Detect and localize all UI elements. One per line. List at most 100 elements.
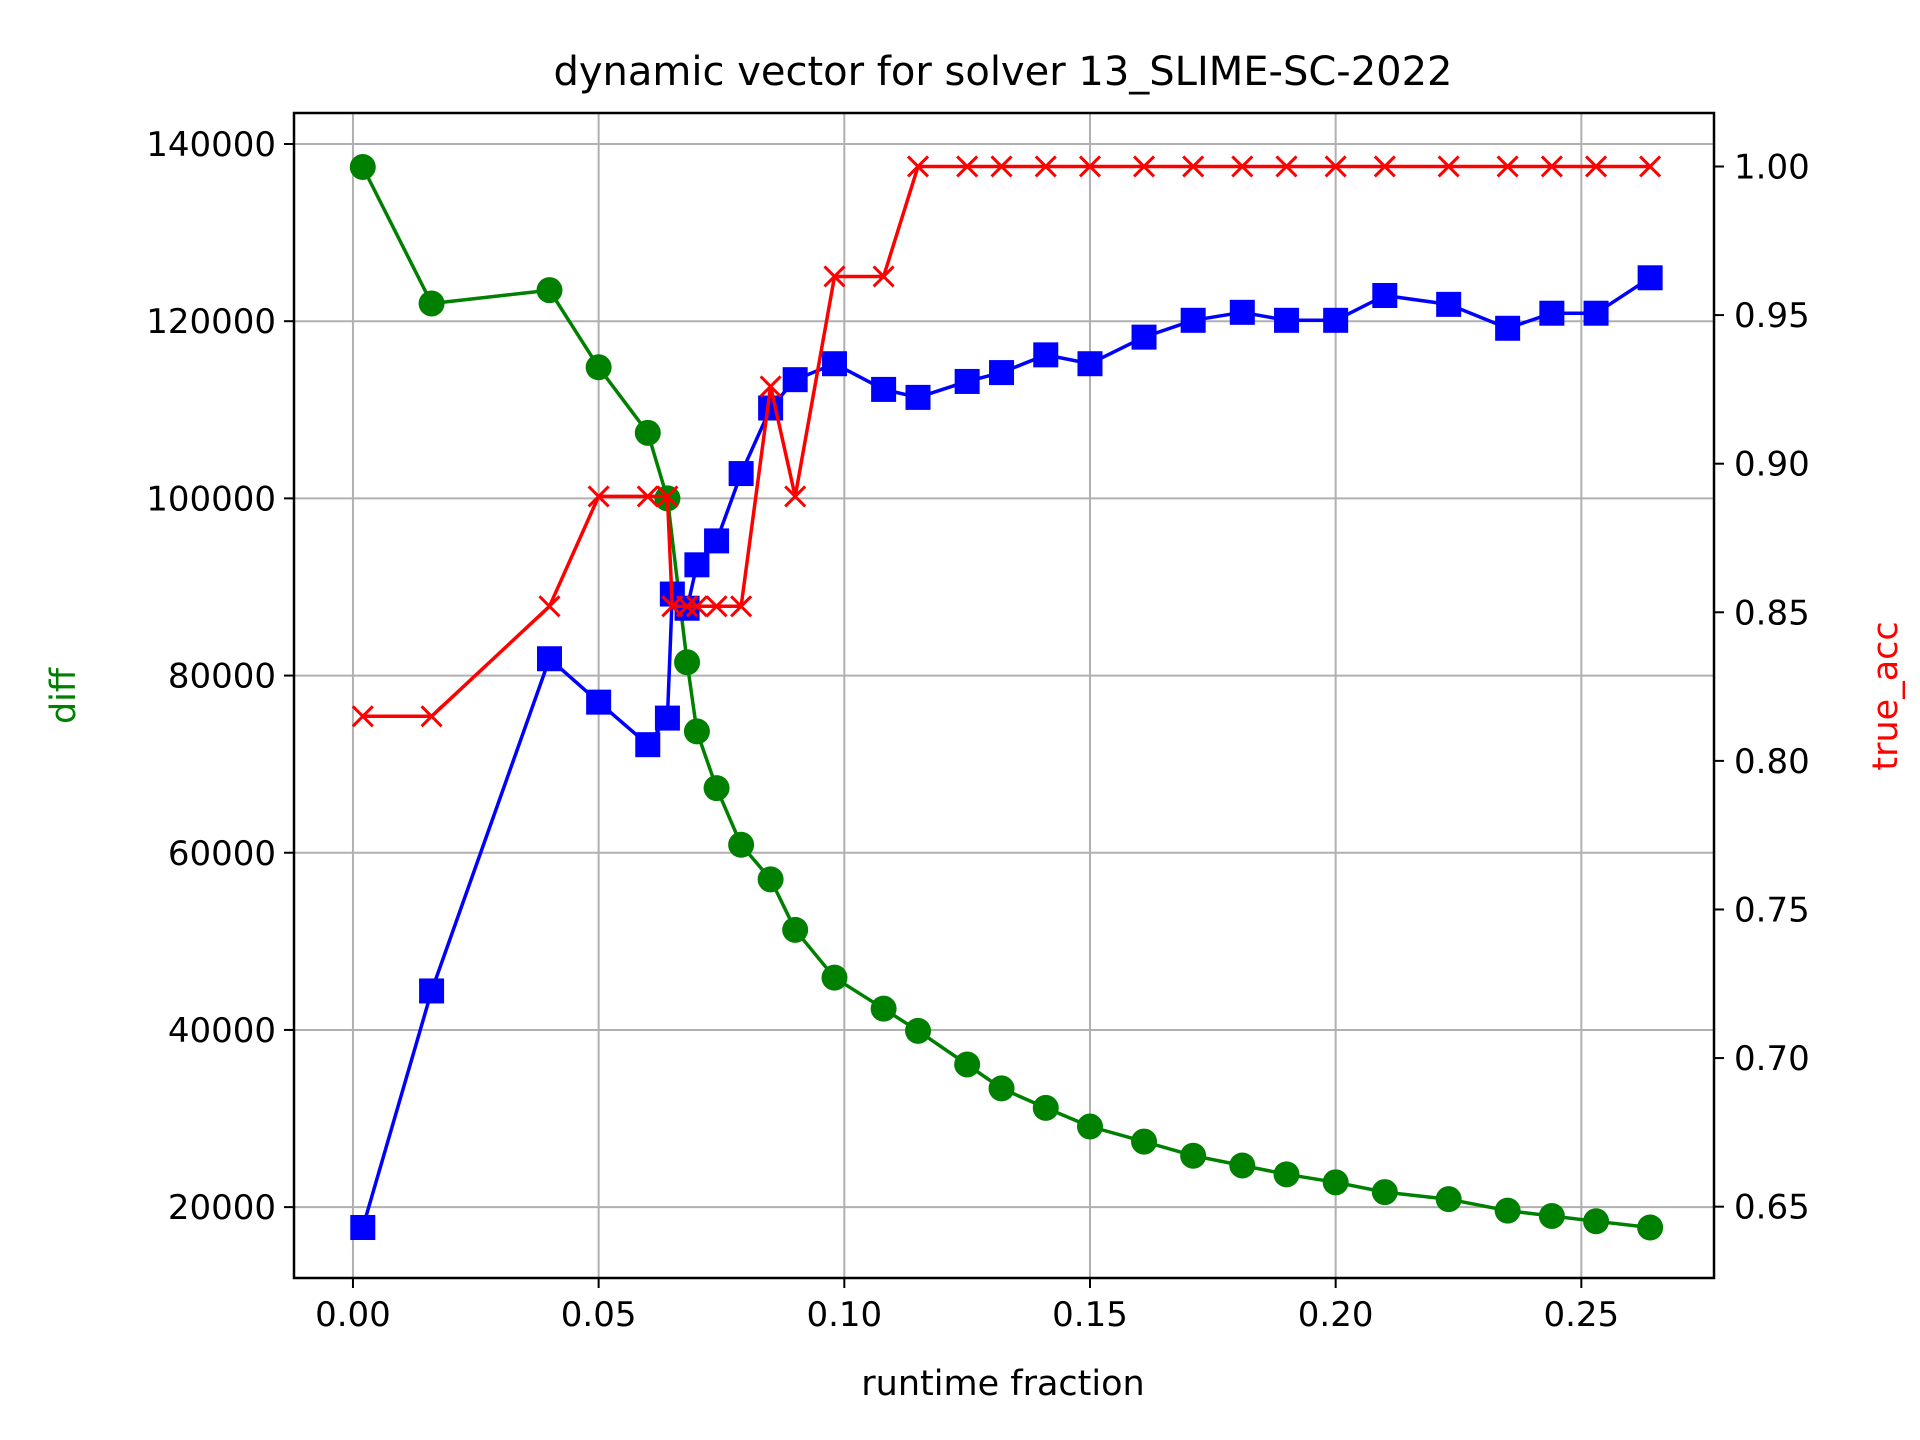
data-point: [349, 154, 376, 181]
data-point: [1539, 300, 1565, 326]
data-point: [585, 354, 612, 381]
data-point: [1231, 155, 1254, 178]
data-point: [538, 595, 561, 618]
data-point: [784, 485, 807, 508]
data-point: [1435, 1186, 1462, 1213]
data-point: [782, 367, 808, 393]
data-point: [683, 718, 710, 745]
data-point: [1180, 307, 1206, 333]
data-point: [905, 1017, 932, 1044]
data-point: [872, 265, 895, 288]
data-point: [420, 705, 443, 728]
data-point: [1131, 324, 1157, 350]
data-point: [1495, 315, 1521, 341]
data-point: [350, 1215, 376, 1241]
data-point: [536, 277, 563, 304]
data-point: [1033, 342, 1059, 368]
left-tick-label: 80000: [168, 657, 276, 697]
data-point: [954, 368, 980, 394]
data-point: [823, 265, 846, 288]
data-point: [1182, 155, 1205, 178]
x-tick-label: 0.15: [1052, 1295, 1128, 1335]
data-point: [1639, 155, 1662, 178]
data-point: [990, 155, 1013, 178]
data-point: [635, 732, 661, 758]
data-point: [906, 155, 930, 178]
right-tick-label: 1.00: [1734, 147, 1810, 187]
series-0: [349, 154, 1664, 1241]
series-2: [351, 155, 1662, 728]
data-point: [1076, 1113, 1103, 1140]
right-tick-label: 0.90: [1734, 445, 1810, 485]
data-point: [684, 552, 710, 578]
data-point: [1032, 1094, 1059, 1121]
data-point: [634, 419, 661, 446]
left-tick-label: 20000: [168, 1188, 276, 1228]
data-point: [905, 384, 931, 410]
right-tick-label: 0.80: [1734, 742, 1810, 782]
data-point: [1494, 1197, 1521, 1224]
data-point: [730, 595, 753, 618]
data-point: [728, 831, 755, 858]
x-tick-label: 0.00: [315, 1295, 391, 1335]
data-point: [654, 705, 680, 731]
data-point: [674, 649, 701, 676]
right-tick-label: 0.70: [1734, 1039, 1810, 1079]
data-point: [1583, 1208, 1610, 1235]
data-point: [1372, 283, 1398, 309]
data-point: [1273, 1161, 1300, 1188]
data-point: [757, 866, 784, 893]
data-point: [1229, 1152, 1256, 1179]
data-point: [728, 461, 754, 487]
data-point: [1538, 1202, 1565, 1229]
data-point: [418, 290, 445, 317]
data-point: [870, 995, 897, 1022]
right-axis-label: true_acc: [1866, 621, 1906, 770]
right-tick-label: 0.75: [1734, 890, 1810, 930]
left-axis-label: diff: [44, 667, 84, 724]
data-point: [1585, 155, 1608, 178]
x-tick-label: 0.25: [1543, 1295, 1619, 1335]
data-point: [782, 916, 809, 943]
data-point: [1496, 155, 1519, 178]
data-point: [1324, 155, 1347, 178]
data-point: [1371, 1179, 1398, 1206]
data-point: [1373, 155, 1396, 178]
data-point: [587, 485, 610, 508]
x-tick-label: 0.05: [561, 1295, 637, 1335]
data-point: [956, 155, 979, 178]
data-point: [1322, 1169, 1349, 1196]
data-point: [1437, 155, 1460, 178]
left-tick-label: 40000: [168, 1011, 276, 1051]
data-point: [1540, 155, 1563, 178]
data-point: [1131, 1128, 1158, 1155]
right-tick-label: 0.65: [1734, 1188, 1810, 1228]
x-tick-label: 0.20: [1298, 1295, 1374, 1335]
data-point: [636, 485, 659, 508]
data-point: [1323, 307, 1349, 333]
series-layer: [349, 154, 1664, 1241]
data-point: [954, 1051, 981, 1078]
data-point: [685, 595, 708, 618]
series-line: [361, 166, 1651, 1230]
data-point: [586, 689, 612, 715]
data-point: [656, 485, 679, 508]
data-point: [821, 351, 847, 377]
data-point: [419, 978, 445, 1004]
grid: [294, 113, 1714, 1278]
data-point: [1078, 155, 1102, 178]
data-point: [1132, 155, 1156, 178]
left-tick-label: 140000: [146, 125, 276, 165]
data-point: [704, 528, 730, 554]
left-tick-label: 120000: [146, 302, 276, 342]
x-axis-label: runtime fraction: [861, 1364, 1144, 1404]
data-point: [1034, 155, 1057, 178]
chart-title: dynamic vector for solver 13_SLIME-SC-20…: [553, 49, 1452, 95]
data-point: [1274, 307, 1300, 333]
data-point: [351, 705, 374, 728]
data-point: [988, 1075, 1015, 1102]
right-tick-label: 0.95: [1734, 296, 1810, 336]
data-point: [1275, 155, 1298, 178]
data-point: [676, 595, 699, 618]
